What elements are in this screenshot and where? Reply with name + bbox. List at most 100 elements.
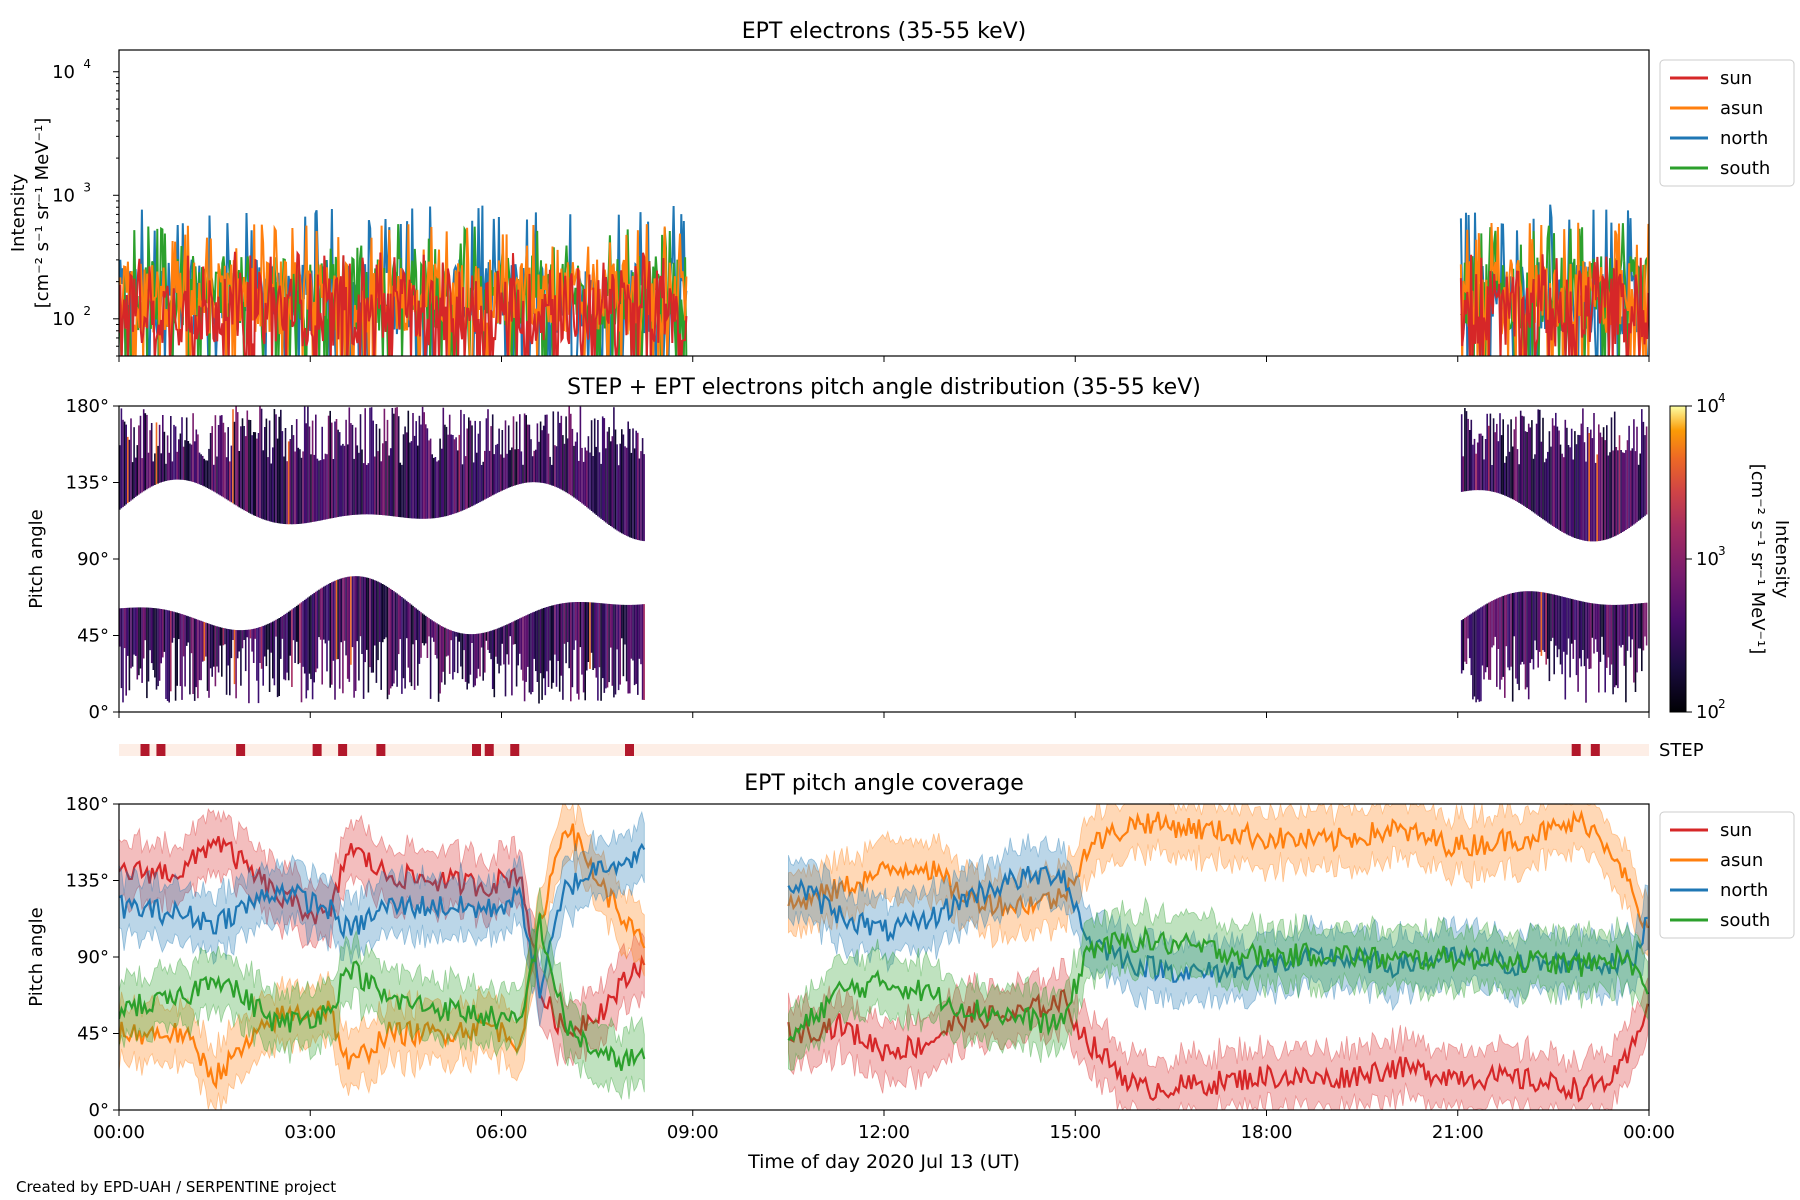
panel1-title: EPT electrons (35-55 keV) [742,19,1027,44]
legend-label-north: north [1720,880,1768,901]
x-tick-label: 15:00 [1049,1122,1101,1143]
pad-cell [1556,595,1559,658]
pad-cell [1543,592,1546,652]
pad-cell [1569,598,1571,678]
pad-cell [380,583,382,690]
pad-cell [179,613,182,687]
pad-cell [1642,603,1645,651]
pad-cell [482,632,484,681]
pad-cell [493,454,496,495]
pad-cell [504,625,507,697]
pad-cell [1644,602,1646,637]
pad-cell [138,607,140,676]
pad-cell [366,464,368,515]
step-mark [376,744,386,756]
pad-cell [635,604,637,684]
pad-cell [335,419,338,518]
step-mark [1571,744,1581,756]
pad-cell [448,414,451,516]
pad-cell [595,602,598,678]
pad-cell [342,443,344,517]
pitch-angle-distribution-panel: STEP + EPT electrons pitch angle distrib… [26,375,1792,761]
pad-cell [1502,419,1504,495]
pad-cell [165,463,167,481]
pad-cell [313,592,315,683]
pad-cell [519,414,521,485]
pad-cell [396,593,398,687]
pad-cell [643,604,645,700]
pad-cell [257,627,260,704]
pad-cell [547,606,550,687]
pad-cell [519,618,521,654]
pad-cell [641,604,644,700]
pad-cell [170,610,172,692]
pad-cell [410,441,413,519]
pad-cell [579,602,582,648]
pad-cell [243,630,245,640]
pad-cell [273,620,276,686]
pad-cell [629,604,631,694]
pad-cell [437,460,440,518]
pad-cell [1570,598,1573,644]
panel1-ylabel-1: Intensity [8,173,29,252]
pad-cell [235,406,237,506]
pad-cell [316,590,319,669]
pad-cell [1578,600,1581,659]
pad-cell [1516,592,1519,684]
pad-cell [139,607,142,669]
coverage-band-south [788,896,1649,1071]
pad-cell [195,429,198,484]
pad-cell [1521,591,1524,662]
pad-cell [171,611,174,643]
coverage-line-asun [787,809,1649,929]
pad-cell [574,602,577,641]
pad-cell [1639,453,1641,520]
panel1-legend-box [1659,59,1795,187]
pad-cell [1594,462,1597,542]
panel1-y-ticks: 10 2 10 3 10 4 [52,57,119,357]
step-mark [510,744,520,756]
pad-cell [1551,594,1554,638]
pad-cell [440,626,443,683]
pad-cell [546,414,548,484]
pad-cell [1626,604,1629,651]
pad-cell [499,454,502,492]
pad-cell [152,461,155,486]
pad-cell [130,607,132,669]
pad-cell [214,415,217,493]
pad-cell [611,436,614,528]
colorbar-tick-base: 10 [1696,702,1719,723]
pad-cell [1508,593,1511,671]
step-mark [472,744,481,756]
pad-cell [573,445,575,498]
pad-cell [278,618,280,696]
pad-cell [331,582,333,685]
pad-cell [531,612,534,692]
coverage-band-sun [788,957,1649,1110]
pad-cell [625,447,628,536]
pad-cell [248,629,250,704]
pad-cell [1628,604,1630,637]
pad-cell [1637,603,1640,649]
pad-cell [119,445,121,510]
pad-cell [640,451,642,541]
pad-cell [570,602,572,702]
pad-cell [1484,439,1487,491]
pad-cell [205,622,207,657]
pad-cell [1558,430,1560,530]
pad-cell [547,433,550,485]
pad-cell [464,456,467,510]
pad-cell [627,421,629,537]
pad-cell [259,406,261,518]
pad-cell [584,602,586,701]
panel1-ytick-base: 10 [52,62,75,83]
pad-cell [286,461,288,525]
pad-cell [453,631,456,673]
pad-cell [452,435,454,515]
pad-cell [632,428,634,539]
pad-cell [469,420,472,508]
pad-cell [130,418,132,501]
pad-cell [587,436,590,509]
pad-cell [185,615,188,646]
pad-cell [351,576,354,648]
